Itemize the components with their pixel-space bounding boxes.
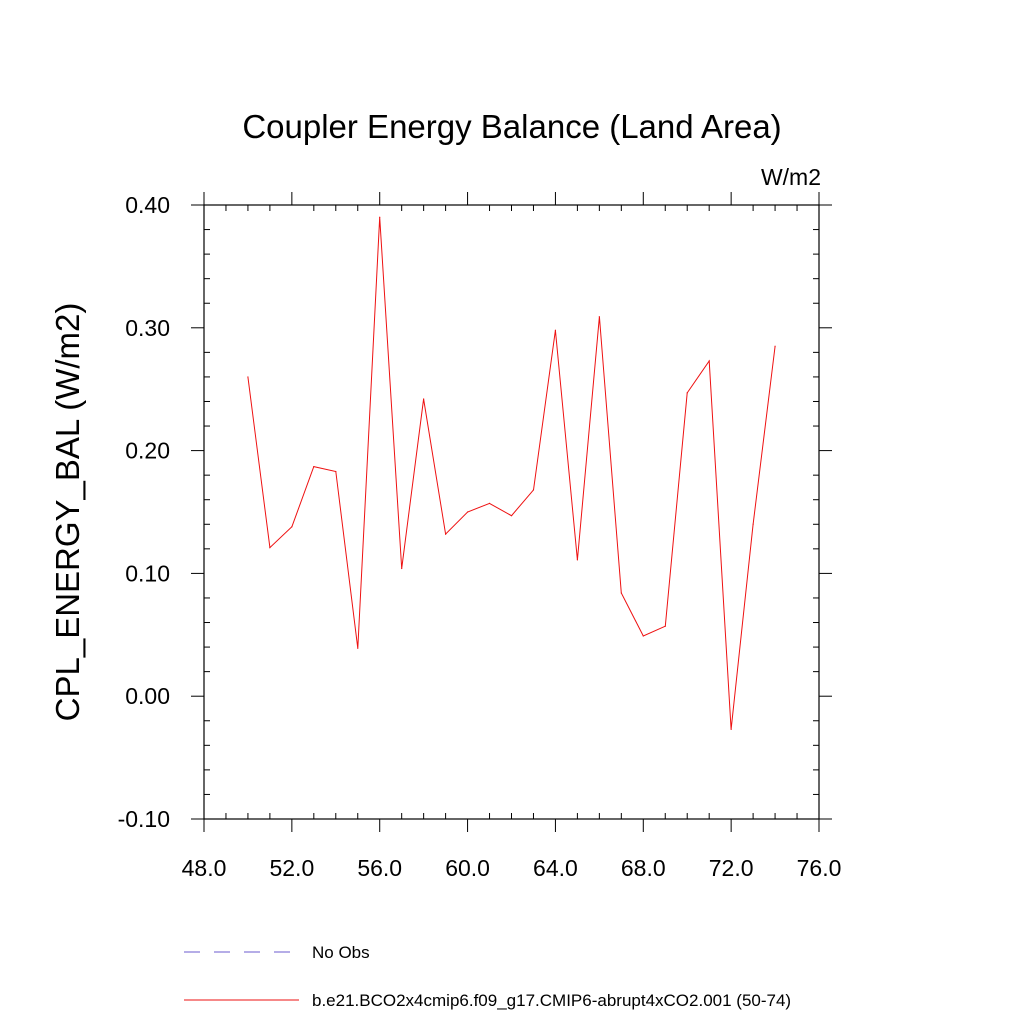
data-point: [510, 515, 513, 517]
data-point: [269, 547, 271, 549]
data-point: [379, 216, 381, 218]
y-axis-label: CPL_ENERGY_BAL (W/m2): [49, 303, 86, 722]
data-point: [576, 559, 578, 561]
plot-frame: [203, 204, 820, 820]
x-tick-label: 68.0: [621, 855, 666, 881]
data-point: [554, 329, 557, 331]
data-point: [664, 625, 666, 627]
units-label: W/m2: [761, 164, 821, 190]
y-tick-label: 0.10: [125, 560, 170, 586]
series-line: [247, 217, 776, 730]
y-axis-ticks: -0.10 0.00 0.10 0.20 0.30 0.40: [118, 192, 832, 832]
x-tick-label: 48.0: [182, 855, 227, 881]
data-point: [686, 392, 688, 394]
data-point: [488, 502, 491, 505]
y-tick-label: -0.10: [118, 806, 170, 832]
x-axis-ticks: 48.0 52.0 56.0 60.0 64.0 68.0 72.0 76.0: [182, 192, 842, 881]
data-point: [445, 533, 447, 535]
y-tick-label: 0.00: [125, 683, 170, 709]
x-minor-ticks: [225, 205, 798, 819]
y-tick-label: 0.40: [125, 192, 170, 218]
data-point: [730, 728, 732, 730]
data-point: [291, 526, 293, 528]
data-point: [620, 592, 622, 594]
x-tick-label: 72.0: [709, 855, 754, 881]
data-point: [466, 511, 469, 513]
data-point: [401, 567, 403, 570]
x-tick-label: 60.0: [445, 855, 490, 881]
legend-label: No Obs: [312, 943, 370, 962]
x-tick-label: 56.0: [357, 855, 402, 881]
x-tick-label: 76.0: [797, 855, 842, 881]
series-layer: [247, 216, 776, 730]
data-point: [247, 376, 249, 378]
data-point: [532, 489, 535, 491]
x-tick-label: 64.0: [533, 855, 578, 881]
data-point: [423, 398, 425, 400]
data-point: [335, 470, 337, 473]
legend: No Obs b.e21.BCO2x4cmip6.f09_g17.CMIP6-ab…: [184, 943, 791, 1010]
legend-label: b.e21.BCO2x4cmip6.f09_g17.CMIP6-abrupt4x…: [312, 991, 791, 1010]
x-tick-label: 52.0: [269, 855, 314, 881]
data-point: [598, 316, 600, 318]
data-point: [642, 635, 644, 637]
data-point: [357, 647, 359, 649]
y-tick-label: 0.20: [125, 438, 170, 464]
data-point: [752, 523, 754, 525]
y-tick-label: 0.30: [125, 315, 170, 341]
chart-title: Coupler Energy Balance (Land Area): [242, 108, 781, 145]
y-minor-ticks: [204, 229, 819, 795]
data-point: [313, 465, 315, 468]
data-point: [708, 360, 710, 362]
data-point: [774, 345, 776, 347]
